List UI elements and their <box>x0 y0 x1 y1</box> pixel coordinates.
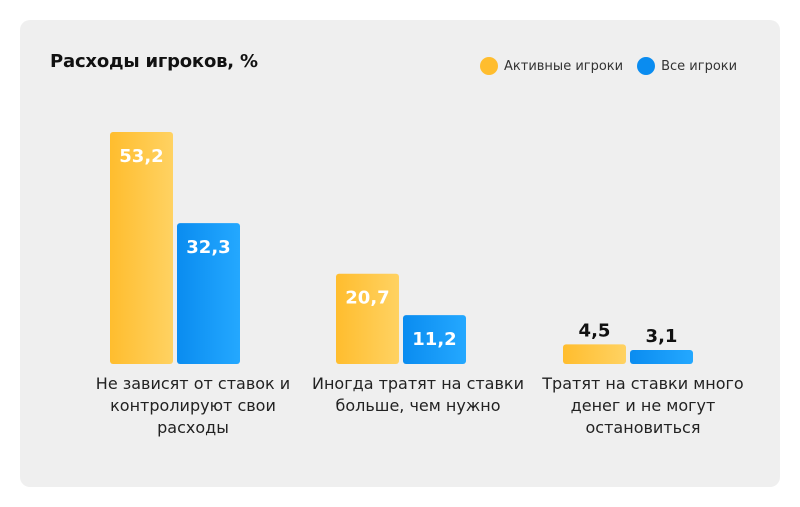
bar-all-2 <box>630 350 693 364</box>
bar-active-0 <box>110 132 173 364</box>
legend-item-all: Все игроки <box>637 57 737 75</box>
bar-chart: 53,2 32,3 20,7 11,2 4,5 3,1 <box>110 132 693 364</box>
bar-all-1 <box>403 315 466 364</box>
bar-value-label-all-1: 11,2 <box>412 329 456 350</box>
bar-value-label-active-0: 53,2 <box>119 146 163 167</box>
chart-title: Расходы игроков, % <box>50 51 258 72</box>
legend-swatch-all <box>637 57 656 75</box>
bar-active-2 <box>563 344 626 364</box>
bar-value-label-active-2: 4,5 <box>579 320 611 341</box>
legend-item-active: Активные игроки <box>480 57 623 75</box>
chart-legend: Активные игроки Все игроки <box>480 57 737 75</box>
bar-active-1 <box>336 273 399 364</box>
bar-all-0 <box>177 223 240 364</box>
legend-label-active: Активные игроки <box>504 58 624 74</box>
bar-value-label-all-0: 32,3 <box>186 237 230 258</box>
category-label-0: Не зависят от ставок и контролируют свои… <box>95 374 291 437</box>
category-label-1: Иногда тратят на ставки больше, чем нужн… <box>312 374 524 415</box>
chart-card: Расходы игроков, % Активные игроки Все и… <box>20 20 780 487</box>
bar-value-label-active-1: 20,7 <box>345 288 389 309</box>
bar-value-label-all-2: 3,1 <box>646 326 678 347</box>
bars-group: 53,2 32,3 20,7 11,2 4,5 3,1 <box>110 132 693 364</box>
legend-label-all: Все игроки <box>661 58 738 74</box>
legend-swatch-active <box>480 57 498 75</box>
category-label-2: Тратят на ставки много денег и не могут … <box>542 374 744 437</box>
